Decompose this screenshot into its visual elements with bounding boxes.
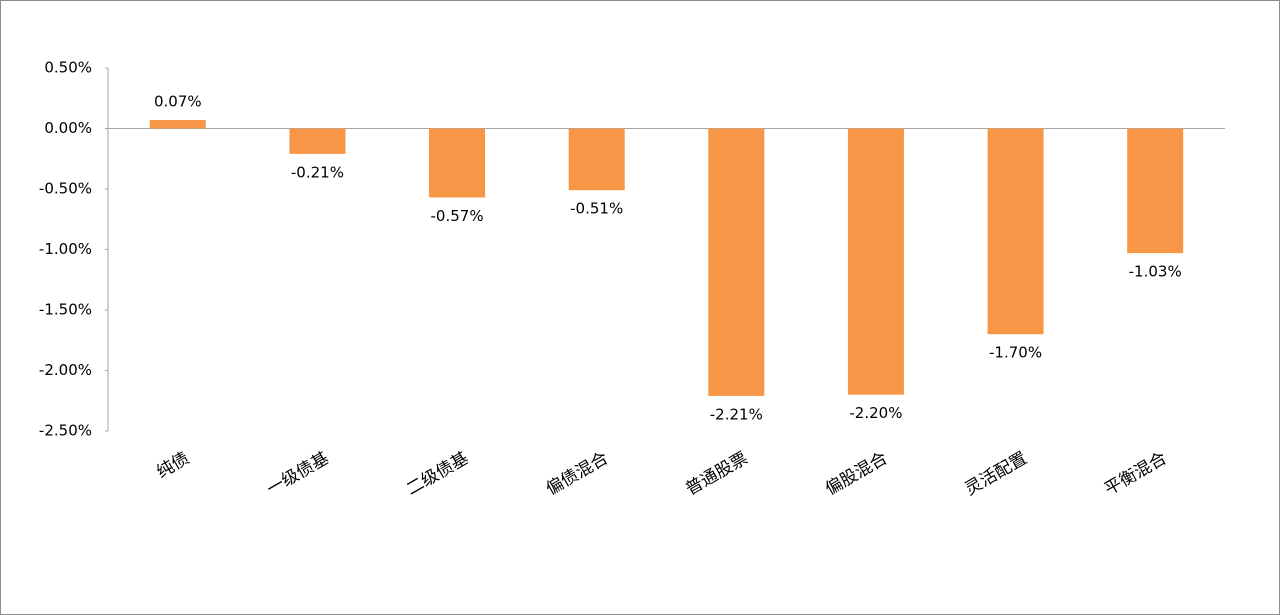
value-label: -0.57%	[431, 207, 484, 225]
value-label: -0.21%	[291, 163, 344, 181]
y-tick-label: -1.50%	[39, 301, 92, 319]
y-tick-label: 0.50%	[44, 59, 92, 77]
value-label: -2.20%	[849, 404, 902, 422]
y-tick-label: -1.00%	[39, 240, 92, 258]
value-label: -2.21%	[710, 405, 763, 423]
bar	[289, 128, 346, 154]
bar	[847, 128, 904, 395]
value-label: 0.07%	[154, 93, 202, 111]
bar	[1127, 128, 1184, 254]
bar	[987, 128, 1044, 335]
bar	[708, 128, 765, 396]
y-tick-label: -2.50%	[39, 422, 92, 440]
value-label: -0.51%	[570, 200, 623, 218]
y-tick-label: -0.50%	[39, 180, 92, 198]
value-label: -1.03%	[1129, 263, 1182, 281]
value-label: -1.70%	[989, 344, 1042, 362]
y-tick-label: -2.00%	[39, 361, 92, 379]
bar	[568, 128, 625, 191]
bar	[429, 128, 486, 198]
bar	[149, 120, 206, 129]
y-tick-label: 0.00%	[44, 119, 92, 137]
